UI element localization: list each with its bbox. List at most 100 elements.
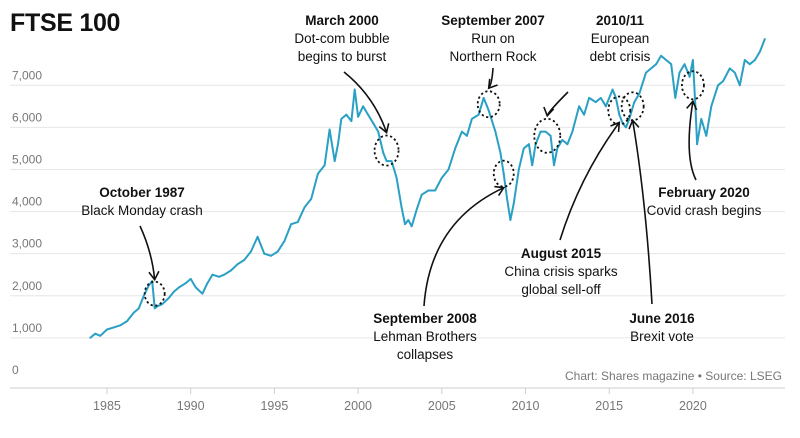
- annotation-august-2015: August 2015 China crisis sparks global s…: [486, 245, 636, 299]
- annotation-text: global sell-off: [521, 282, 601, 297]
- data-point: [420, 193, 423, 196]
- data-point: [561, 139, 564, 141]
- annotation-text: collapses: [396, 347, 454, 362]
- data-point: [440, 177, 443, 179]
- data-point: [173, 290, 175, 293]
- annotation-connector: [423, 186, 505, 307]
- data-point: [434, 189, 436, 192]
- x-tick-label: 1995: [260, 399, 288, 413]
- annotation-heading: September 2008: [373, 311, 477, 326]
- annotation-february-2020: February 2020 Covid crash begins: [636, 184, 772, 220]
- data-point: [112, 326, 115, 329]
- data-point: [650, 67, 652, 70]
- data-point: [153, 307, 156, 310]
- data-point: [571, 130, 574, 133]
- data-point: [531, 164, 534, 167]
- data-point: [599, 97, 602, 99]
- y-tick-label: 4,000: [12, 195, 42, 209]
- data-point: [549, 134, 552, 137]
- data-point: [633, 101, 636, 103]
- annotation-text: European: [590, 31, 650, 46]
- data-point: [89, 337, 92, 339]
- data-point: [556, 147, 559, 150]
- data-point: [722, 80, 724, 82]
- data-point: [764, 38, 766, 40]
- data-point: [323, 164, 326, 167]
- y-tick-label: 2,000: [12, 279, 42, 293]
- data-point: [499, 151, 502, 154]
- data-point: [382, 151, 385, 154]
- data-point: [263, 252, 266, 255]
- data-point: [528, 143, 530, 146]
- data-point: [517, 168, 520, 171]
- data-point: [674, 97, 677, 99]
- data-point: [168, 297, 170, 299]
- data-point: [717, 84, 719, 87]
- data-point: [201, 292, 204, 295]
- data-point: [605, 105, 607, 108]
- data-point: [407, 219, 410, 221]
- data-point: [544, 130, 547, 133]
- data-point: [276, 250, 279, 253]
- data-point: [353, 88, 356, 91]
- data-point: [477, 113, 480, 116]
- data-point: [688, 75, 691, 78]
- data-point: [296, 221, 299, 224]
- data-point: [99, 334, 102, 337]
- x-tick-label: 2020: [679, 399, 707, 413]
- annotation-connector: [343, 71, 388, 133]
- data-point: [748, 63, 751, 66]
- data-point: [566, 143, 569, 146]
- data-point: [705, 134, 708, 137]
- data-point: [395, 177, 398, 179]
- data-point: [502, 172, 505, 175]
- data-point: [588, 97, 590, 99]
- data-point: [211, 273, 214, 276]
- data-point: [189, 278, 192, 280]
- data-point: [119, 324, 122, 327]
- x-tick-label: 2000: [344, 399, 372, 413]
- y-tick-label: 1,000: [12, 321, 42, 335]
- event-marker-ring: [492, 159, 515, 188]
- data-point: [583, 113, 585, 116]
- data-point: [142, 294, 145, 297]
- data-point: [218, 275, 221, 278]
- data-point: [94, 332, 97, 335]
- data-point: [683, 63, 686, 66]
- event-marker-ring: [143, 280, 166, 307]
- annotation-october-1987: October 1987 Black Monday crash: [52, 184, 232, 220]
- y-tick-label: 3,000: [12, 237, 42, 251]
- data-point: [357, 115, 359, 118]
- annotation-text: Lehman Brothers: [373, 329, 477, 344]
- annotation-arrowhead: [610, 121, 621, 132]
- data-point: [283, 240, 286, 243]
- data-point: [728, 67, 731, 70]
- data-point: [367, 113, 369, 116]
- annotation-2010-11: 2010/11 European debt crisis: [565, 12, 675, 66]
- data-point: [206, 282, 209, 285]
- annotation-heading: February 2020: [658, 185, 750, 200]
- data-point: [759, 50, 761, 53]
- data-point: [696, 143, 698, 146]
- event-marker-ring: [373, 134, 400, 167]
- annotation-june-2016: June 2016 Brexit vote: [612, 310, 712, 346]
- annotation-connector: [688, 101, 697, 181]
- data-point: [447, 168, 450, 171]
- data-point: [522, 147, 525, 150]
- data-point: [404, 223, 406, 226]
- chart-source: Chart: Shares magazine • Source: LSEG: [565, 369, 782, 383]
- annotation-text: Run on: [471, 31, 515, 46]
- data-point: [317, 172, 319, 175]
- y-tick-label: 5,000: [12, 152, 42, 166]
- data-point: [290, 223, 292, 226]
- data-point: [665, 59, 667, 61]
- data-point: [372, 122, 375, 125]
- annotation-arrowhead: [628, 118, 640, 130]
- event-marker-ring: [476, 90, 501, 119]
- data-point: [223, 273, 226, 276]
- annotation-arrowhead: [148, 270, 160, 282]
- annotation-heading: October 1987: [99, 185, 185, 200]
- data-point: [628, 118, 631, 120]
- data-point: [236, 263, 239, 266]
